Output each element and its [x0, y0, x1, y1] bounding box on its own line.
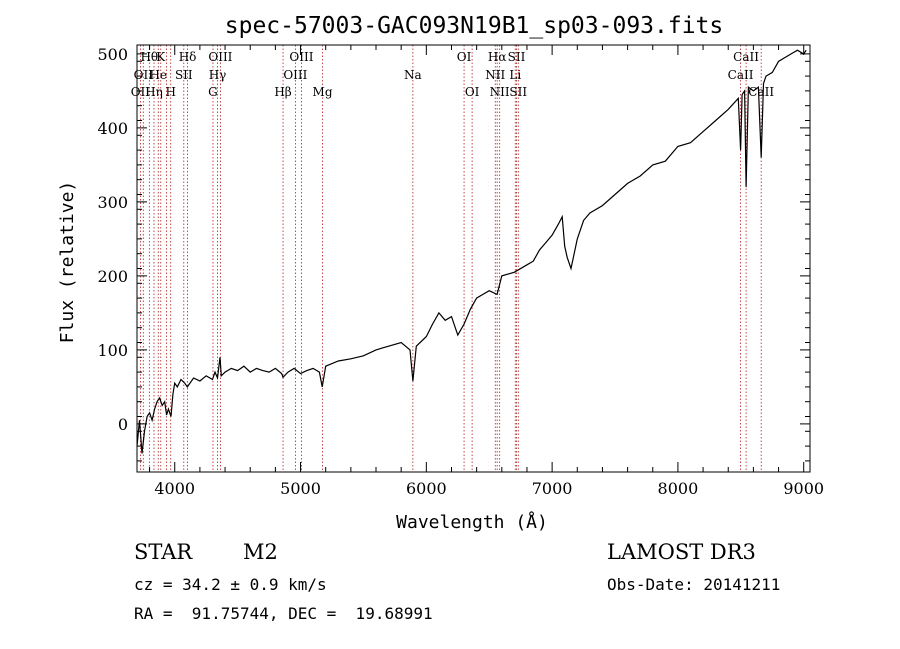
object-class: STAR — [134, 540, 193, 564]
spectrum-series-line — [136, 49, 807, 454]
line-label-26: CaII — [728, 68, 754, 82]
coordinates-readout: RA = 91.75744, DEC = 19.68991 — [134, 604, 433, 623]
line-label-22: NII — [490, 85, 510, 99]
line-label-12: OIII — [208, 50, 232, 64]
y-tick-label-2: 200 — [97, 267, 128, 286]
line-label-9: Hδ — [179, 50, 197, 64]
x-tick-label-2: 6000 — [406, 479, 447, 498]
x-tick-label-4: 8000 — [658, 479, 699, 498]
line-label-15: OIII — [289, 50, 313, 64]
line-label-14: OIII — [283, 68, 307, 82]
line-label-19: OI — [465, 85, 480, 99]
x-tick-label-3: 7000 — [532, 479, 573, 498]
y-tick-label-5: 500 — [97, 45, 128, 64]
line-label-25: SII — [509, 85, 527, 99]
y-tick-label-1: 100 — [97, 341, 128, 360]
observation-date: Obs-Date: 20141211 — [607, 575, 781, 594]
line-label-1: OII — [134, 68, 154, 82]
line-label-8: SII — [175, 68, 193, 82]
y-axis-label: Flux (relative) — [57, 181, 78, 344]
redshift-readout: cz = 34.2 ± 0.9 km/s — [134, 575, 327, 594]
line-label-16: Mg — [313, 85, 333, 99]
line-label-21: Hα — [488, 50, 507, 64]
y-axis-ticks: 0 100 200 300 400 500 — [97, 45, 810, 462]
line-label-28: CaII — [748, 85, 774, 99]
y-tick-label-0: 0 — [118, 415, 128, 434]
x-tick-label-1: 5000 — [280, 479, 321, 498]
x-axis-label: Wavelength (Å) — [396, 511, 548, 533]
emission-line-markers — [139, 45, 762, 472]
line-label-10: G — [208, 85, 218, 99]
line-label-5: K — [156, 50, 166, 64]
line-label-7: H — [165, 85, 175, 99]
survey-name: LAMOST DR3 — [607, 540, 756, 564]
plot-frame — [136, 44, 811, 473]
line-label-3: Hη — [145, 85, 163, 99]
line-label-17: Na — [404, 68, 422, 82]
line-label-24: SII — [508, 50, 526, 64]
x-tick-label-5: 9000 — [783, 479, 824, 498]
line-label-18: OI — [457, 50, 472, 64]
line-label-20: NII — [485, 68, 505, 82]
chart-title: spec-57003-GAC093N19B1_sp03-093.fits — [225, 13, 724, 39]
line-label-0: OII — [131, 85, 151, 99]
x-tick-label-0: 4000 — [154, 479, 195, 498]
x-axis-ticks: 4000 5000 6000 7000 8000 9000 — [149, 45, 824, 498]
y-tick-label-3: 300 — [97, 193, 128, 212]
y-tick-label-4: 400 — [97, 119, 128, 138]
emission-line-labels: OIIOIIHθHηHeKHSIIHδGHγOIIIHβOIIIOIIIMgNa… — [131, 50, 775, 99]
line-label-27: CaII — [733, 50, 759, 64]
line-label-4: He — [149, 68, 167, 82]
line-label-11: Hγ — [209, 68, 227, 82]
object-subclass: M2 — [243, 540, 278, 564]
line-label-23: Li — [509, 68, 521, 82]
line-label-13: Hβ — [274, 85, 291, 99]
